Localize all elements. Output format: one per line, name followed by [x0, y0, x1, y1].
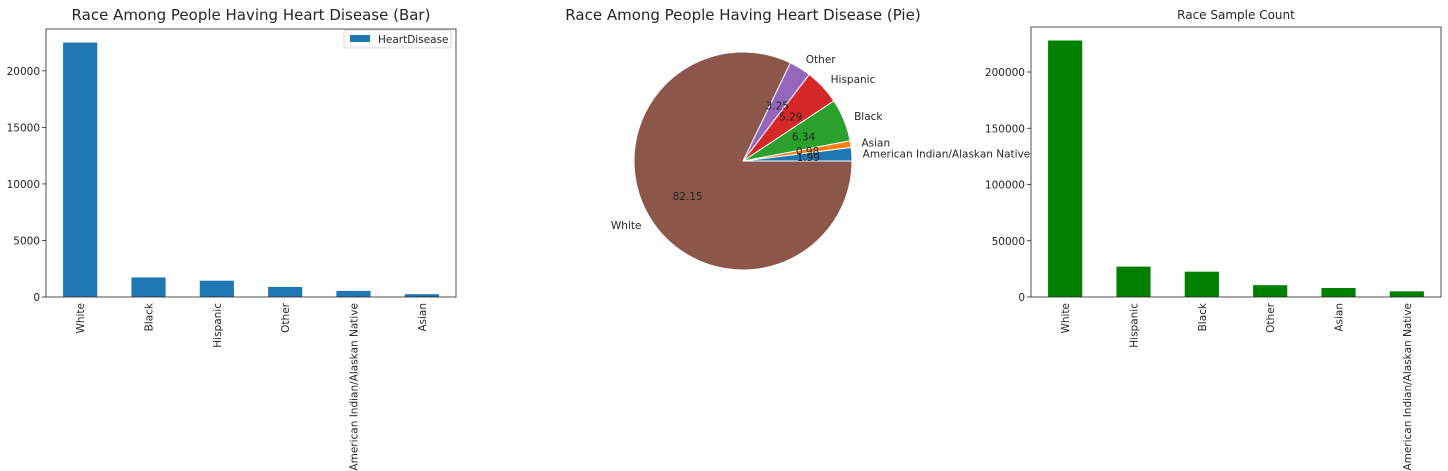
- x-tick-label: Asian: [417, 303, 429, 332]
- chart3-frame: [1030, 26, 1442, 298]
- chart1-frame: [45, 28, 457, 298]
- chart1-legend: HeartDisease: [343, 29, 452, 49]
- y-tick-label: 0: [33, 292, 40, 304]
- pie-percent-label: 0.98: [796, 146, 819, 158]
- pie-percent-label: 3.25: [766, 100, 789, 112]
- bar-chart-heart-disease: Race Among People Having Heart Disease (…: [7, 6, 457, 471]
- pie-slice-label: Hispanic: [831, 74, 876, 86]
- x-tick-label: Black: [144, 302, 156, 331]
- y-tick-label: 200000: [985, 67, 1025, 79]
- y-tick-label: 20000: [7, 66, 40, 78]
- legend-swatch: [350, 35, 370, 42]
- pie-slice: [633, 51, 853, 271]
- y-tick-label: 100000: [985, 180, 1025, 192]
- pie-percent-label: 82.15: [673, 191, 703, 203]
- pie-chart-heart-disease: Race Among People Having Heart Disease (…: [565, 6, 1031, 271]
- y-tick-label: 150000: [985, 123, 1025, 135]
- y-tick-label: 10000: [7, 179, 40, 191]
- chart3-title: Race Sample Count: [1177, 8, 1295, 22]
- x-tick-label: American Indian/Alaskan Native: [349, 303, 361, 471]
- legend-frame: [343, 29, 452, 49]
- pie-slice-label: White: [611, 220, 642, 232]
- pie-slice-label: Asian: [861, 137, 890, 149]
- bar: [268, 286, 303, 297]
- x-tick-label: Black: [1197, 302, 1209, 331]
- chart1-title: Race Among People Having Heart Disease (…: [72, 6, 431, 24]
- pie-percent-label: 6.34: [792, 131, 816, 143]
- bar: [1389, 291, 1424, 297]
- bar: [63, 42, 98, 297]
- x-tick-label: Asian: [1334, 303, 1346, 332]
- pie-slice-label: Black: [854, 111, 883, 123]
- legend-label: HeartDisease: [378, 34, 449, 46]
- bar: [1321, 288, 1356, 297]
- pie-percent-label: 1.99: [797, 152, 820, 164]
- y-tick-label: 50000: [992, 236, 1025, 248]
- y-tick-label: 15000: [7, 122, 40, 134]
- x-tick-label: Hispanic: [1129, 303, 1141, 348]
- bar: [1184, 271, 1219, 297]
- bar: [199, 280, 234, 297]
- bar: [131, 277, 166, 297]
- x-tick-label: Hispanic: [212, 303, 224, 348]
- bar-chart-race-sample-count: Race Sample Count 0 50000 100000 150000 2000…: [985, 8, 1442, 471]
- y-tick-label: 0: [1018, 292, 1025, 304]
- bar: [404, 294, 439, 297]
- bar: [336, 290, 371, 297]
- bar: [1048, 40, 1083, 297]
- pie-slice-label: American Indian/Alaskan Native: [863, 149, 1031, 161]
- bar: [1253, 285, 1288, 297]
- x-tick-label: Other: [1265, 302, 1277, 332]
- y-tick-label: 5000: [13, 235, 40, 247]
- chart2-title: Race Among People Having Heart Disease (…: [565, 6, 920, 24]
- x-tick-label: Other: [280, 302, 292, 332]
- x-tick-label: American Indian/Alaskan Native: [1402, 303, 1414, 471]
- pie-slice-label: Other: [806, 54, 836, 66]
- x-tick-label: White: [1060, 303, 1072, 334]
- pie-percent-label: 5.29: [779, 111, 802, 123]
- x-tick-label: White: [75, 303, 87, 334]
- bar: [1116, 266, 1151, 297]
